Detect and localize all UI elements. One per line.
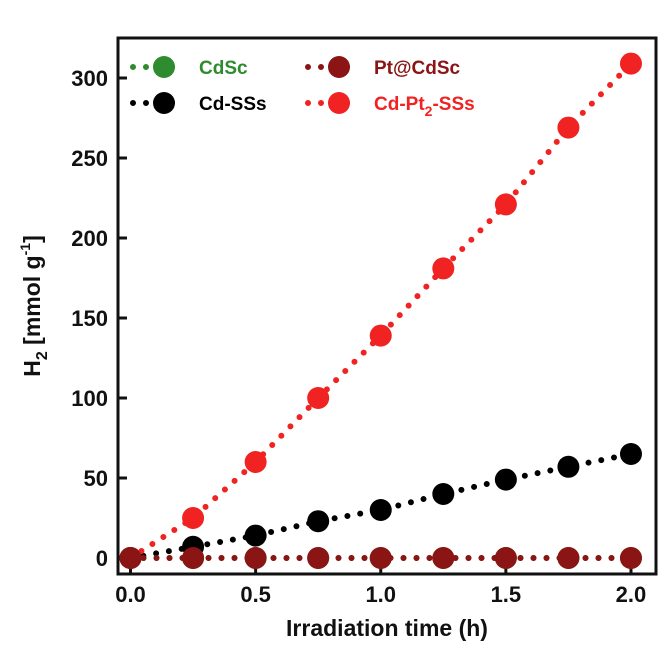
series-2	[119, 547, 642, 569]
data-point	[244, 524, 267, 547]
data-point	[307, 510, 330, 533]
y-tick-label: 50	[84, 466, 108, 491]
series-line	[127, 451, 634, 561]
legend-label: Cd-Pt2-SSs	[374, 94, 475, 119]
y-tick-label: 300	[71, 66, 108, 91]
data-point	[494, 547, 517, 569]
x-tick-label: 1.0	[365, 582, 396, 607]
data-series	[119, 52, 642, 569]
data-point	[619, 52, 642, 75]
data-point	[557, 455, 580, 478]
data-point	[432, 547, 455, 569]
x-tick-label: 2.0	[616, 582, 647, 607]
legend-label: CdSc	[199, 58, 248, 79]
legend-label: Pt@CdSc	[374, 58, 461, 79]
data-point	[369, 324, 392, 347]
data-point	[557, 116, 580, 139]
y-tick-label: 150	[71, 306, 108, 331]
plot-frame	[116, 36, 658, 576]
data-point	[619, 443, 642, 465]
legend-marker	[328, 56, 350, 78]
data-point	[182, 547, 205, 569]
data-point	[619, 547, 642, 569]
data-point	[432, 483, 455, 505]
data-point	[369, 547, 392, 569]
legend-label: Cd-SSs	[199, 94, 267, 115]
y-tick-label: 100	[71, 386, 108, 411]
legend-item: Cd-SSs	[130, 92, 267, 115]
y-tick-label: 200	[71, 226, 108, 251]
data-point	[119, 547, 142, 569]
legend-item: CdSc	[130, 56, 248, 79]
data-point	[244, 451, 267, 473]
data-point	[307, 387, 330, 409]
x-axis-title: Irradiation time (h)	[286, 615, 488, 641]
data-point	[307, 547, 330, 569]
y-tick-label: 0	[96, 546, 108, 571]
legend-marker	[328, 92, 350, 114]
legend: CdSc Cd-SSs Pt@CdSc Cd-Pt2-SSs	[130, 56, 475, 119]
data-point	[494, 468, 517, 491]
data-point	[182, 507, 205, 529]
x-tick-label: 1.5	[491, 582, 522, 607]
data-point	[557, 547, 580, 569]
axis-ticks: 0.0 0.5 1.0 1.5 2.0 0 50 100 150 200 250 300	[71, 66, 646, 607]
legend-marker	[153, 92, 175, 114]
series-3	[119, 52, 642, 569]
x-tick-label: 0.0	[115, 582, 146, 607]
legend-item: Pt@CdSc	[305, 56, 461, 79]
x-tick-label: 0.5	[240, 582, 271, 607]
data-point	[244, 547, 267, 569]
y-tick-label: 250	[71, 146, 108, 171]
legend-item: Cd-Pt2-SSs	[305, 92, 475, 119]
data-point	[432, 257, 455, 280]
y-axis-title: H2 [mmol g-1]	[17, 235, 51, 377]
legend-marker	[153, 56, 175, 78]
data-point	[369, 499, 392, 521]
series-line	[127, 60, 634, 561]
data-point	[494, 193, 517, 216]
